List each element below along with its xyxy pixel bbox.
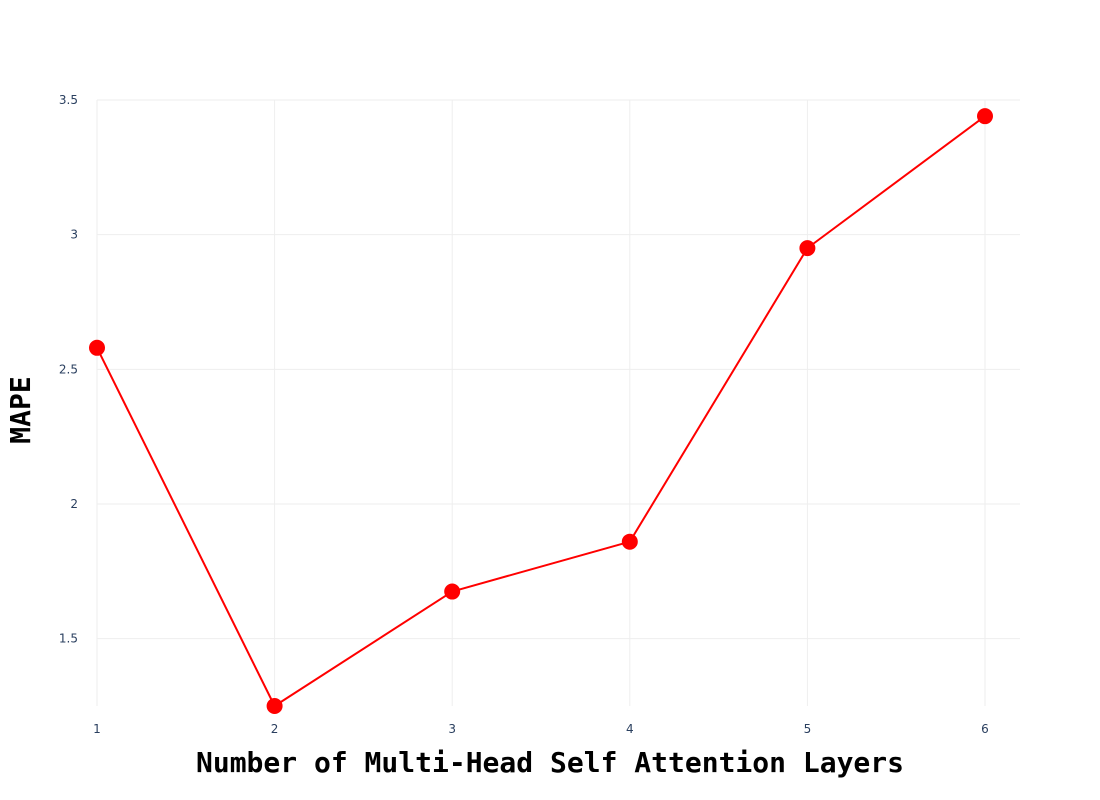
x-axis-title: Number of Multi-Head Self Attention Laye… [196, 746, 904, 779]
series [89, 108, 993, 714]
data-point[interactable] [266, 698, 283, 714]
y-tick-label: 2 [70, 497, 78, 511]
grid [96, 99, 1020, 706]
x-tick-label: 3 [448, 722, 456, 736]
x-tick-label: 5 [804, 722, 812, 736]
data-point[interactable] [799, 240, 816, 257]
series-line [96, 115, 986, 707]
data-point[interactable] [621, 533, 638, 550]
x-tick-label: 1 [93, 722, 101, 736]
x-tick-label: 4 [626, 722, 634, 736]
x-tick-label: 2 [271, 722, 279, 736]
y-tick-label: 3.5 [59, 93, 78, 107]
y-axis-title: MAPE [4, 376, 37, 443]
x-tick-label: 6 [981, 722, 989, 736]
data-point[interactable] [977, 108, 993, 125]
data-point[interactable] [444, 583, 461, 600]
data-point[interactable] [89, 339, 105, 356]
tick-labels: 1 2 3 4 5 6 1.5 2 2.5 3 3.5 [59, 93, 989, 736]
y-tick-label: 2.5 [59, 362, 78, 376]
y-tick-label: 1.5 [59, 632, 78, 646]
y-tick-label: 3 [70, 228, 78, 242]
